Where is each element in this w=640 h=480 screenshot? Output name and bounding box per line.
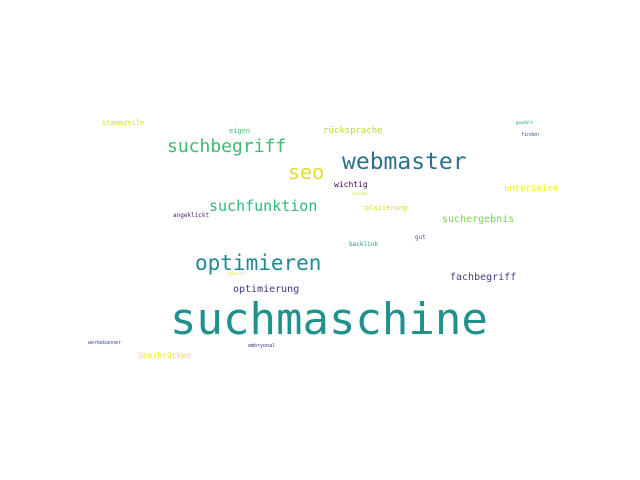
word-webmaster: webmaster [342, 149, 467, 175]
word-ruecksprache: rücksprache [323, 126, 383, 136]
word-unterseite: unterseite [504, 184, 559, 194]
word-eigen: eigen [229, 127, 251, 135]
word-werbebanner: werbebanner [88, 340, 122, 346]
word-embryonal: embryonal [248, 343, 276, 349]
word-bewusst: bewusst [228, 271, 245, 276]
word-suchmaschine: suchmaschine [170, 294, 488, 345]
word-ueberbruecken: überbrücken [138, 351, 191, 360]
word-angeklickt: angeklickt [173, 212, 210, 219]
word-suchergebnis: suchergebnis [442, 214, 515, 225]
word-seo: seo [288, 160, 325, 184]
word-optimierung: optimierung [233, 284, 300, 295]
word-wichtig: wichtig [334, 180, 368, 189]
word-finden: finden [521, 132, 540, 138]
word-backlink: backlink [349, 241, 378, 248]
word-optimieren: optimieren [195, 251, 322, 275]
word-suchfunktion: suchfunktion [209, 197, 318, 215]
word-fachbegriff: fachbegriff [450, 272, 517, 283]
word-gut: gut [415, 234, 426, 241]
word-passen: passen [353, 191, 368, 196]
word-stammzeile: stammzeile [102, 119, 145, 127]
word-plazierung: plazierung [365, 204, 408, 212]
word-suchbegriff: suchbegriff [167, 136, 287, 157]
word-gewaehlt: gewählt [516, 120, 533, 125]
